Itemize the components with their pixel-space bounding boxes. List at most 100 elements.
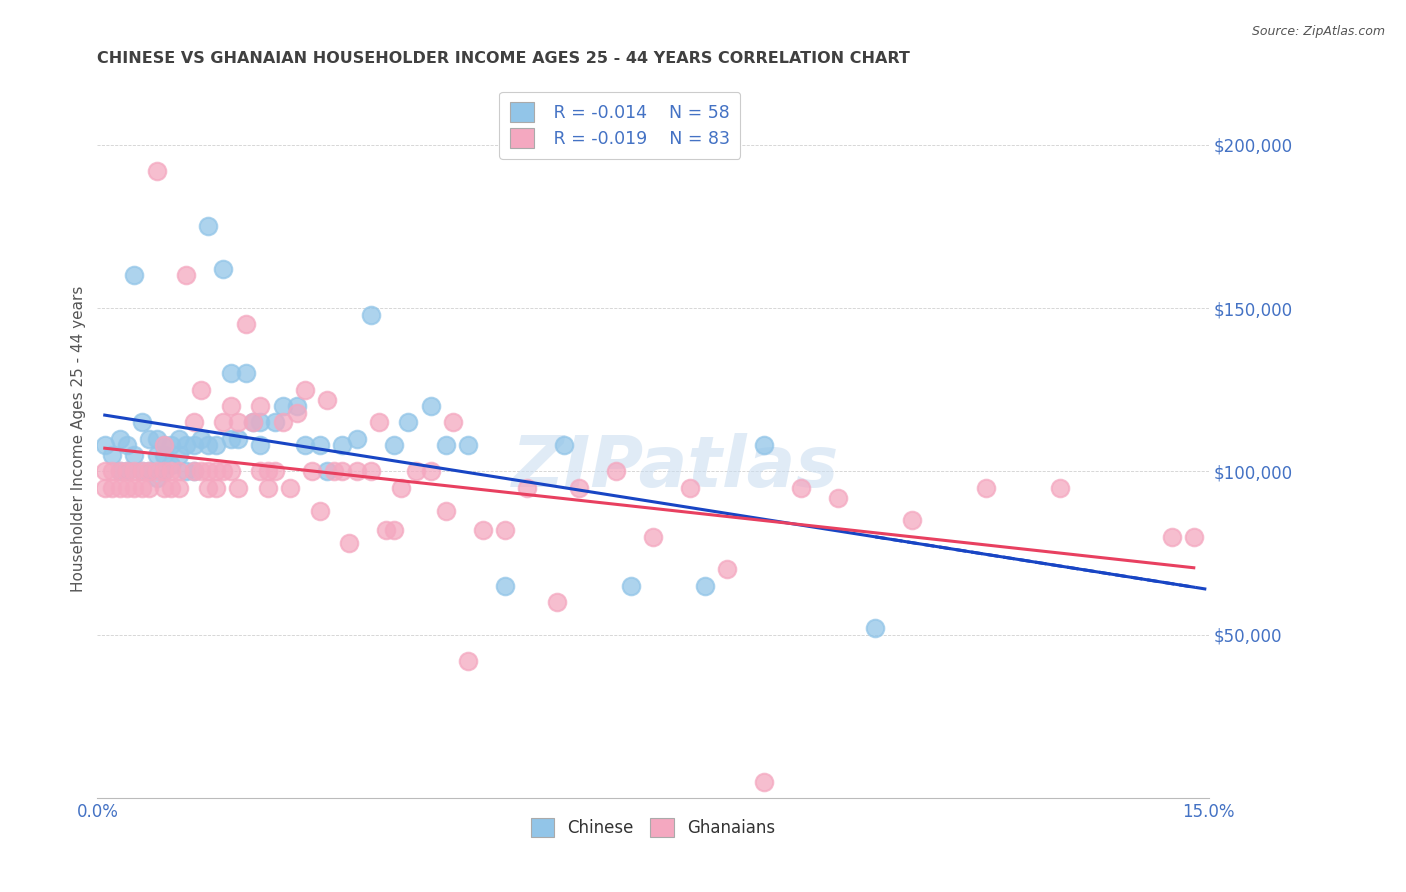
Point: [641, 530, 664, 544]
Point: [863, 621, 886, 635]
Point: [375, 523, 398, 537]
Point: [693, 579, 716, 593]
Point: [316, 392, 339, 407]
Point: [553, 438, 575, 452]
Point: [287, 399, 309, 413]
Point: [360, 464, 382, 478]
Point: [405, 464, 427, 478]
Point: [294, 438, 316, 452]
Point: [389, 481, 412, 495]
Point: [494, 579, 516, 593]
Point: [160, 481, 183, 495]
Point: [242, 416, 264, 430]
Point: [219, 399, 242, 413]
Point: [620, 579, 643, 593]
Point: [471, 523, 494, 537]
Point: [516, 481, 538, 495]
Point: [108, 432, 131, 446]
Point: [264, 464, 287, 478]
Point: [108, 464, 131, 478]
Point: [101, 464, 124, 478]
Point: [434, 438, 457, 452]
Point: [212, 261, 235, 276]
Point: [249, 416, 271, 430]
Point: [235, 318, 257, 332]
Point: [183, 438, 205, 452]
Point: [752, 438, 775, 452]
Point: [197, 438, 219, 452]
Point: [212, 416, 235, 430]
Point: [108, 481, 131, 495]
Point: [382, 523, 405, 537]
Point: [101, 448, 124, 462]
Point: [108, 464, 131, 478]
Point: [308, 503, 330, 517]
Point: [197, 481, 219, 495]
Point: [441, 416, 464, 430]
Point: [568, 481, 591, 495]
Point: [131, 481, 153, 495]
Point: [346, 432, 368, 446]
Text: CHINESE VS GHANAIAN HOUSEHOLDER INCOME AGES 25 - 44 YEARS CORRELATION CHART: CHINESE VS GHANAIAN HOUSEHOLDER INCOME A…: [97, 51, 910, 66]
Point: [901, 513, 924, 527]
Point: [249, 438, 271, 452]
Point: [197, 219, 219, 234]
Point: [1049, 481, 1071, 495]
Point: [205, 438, 228, 452]
Point: [716, 562, 738, 576]
Point: [115, 438, 138, 452]
Point: [330, 438, 353, 452]
Point: [790, 481, 813, 495]
Point: [190, 383, 212, 397]
Point: [160, 458, 183, 472]
Point: [115, 481, 138, 495]
Point: [1160, 530, 1182, 544]
Point: [153, 481, 176, 495]
Point: [124, 464, 146, 478]
Point: [160, 438, 183, 452]
Point: [138, 481, 160, 495]
Point: [827, 491, 849, 505]
Y-axis label: Householder Income Ages 25 - 44 years: Householder Income Ages 25 - 44 years: [72, 285, 86, 592]
Point: [131, 416, 153, 430]
Point: [219, 464, 242, 478]
Point: [145, 432, 167, 446]
Point: [174, 438, 197, 452]
Point: [605, 464, 627, 478]
Point: [360, 308, 382, 322]
Point: [101, 481, 124, 495]
Point: [167, 464, 190, 478]
Point: [183, 416, 205, 430]
Point: [256, 481, 278, 495]
Point: [167, 481, 190, 495]
Point: [183, 464, 205, 478]
Point: [398, 416, 420, 430]
Point: [287, 406, 309, 420]
Point: [308, 438, 330, 452]
Point: [197, 464, 219, 478]
Point: [115, 464, 138, 478]
Point: [153, 438, 176, 452]
Point: [94, 464, 117, 478]
Point: [323, 464, 346, 478]
Point: [167, 432, 190, 446]
Point: [145, 464, 167, 478]
Point: [330, 464, 353, 478]
Point: [316, 464, 339, 478]
Point: [174, 464, 197, 478]
Point: [160, 464, 183, 478]
Point: [419, 399, 441, 413]
Point: [145, 471, 167, 485]
Point: [249, 464, 271, 478]
Point: [138, 464, 160, 478]
Point: [205, 464, 228, 478]
Text: ZIPatlas: ZIPatlas: [512, 433, 839, 502]
Point: [124, 448, 146, 462]
Point: [153, 464, 176, 478]
Point: [242, 416, 264, 430]
Point: [976, 481, 998, 495]
Legend: Chinese, Ghanaians: Chinese, Ghanaians: [524, 811, 782, 844]
Point: [190, 432, 212, 446]
Point: [124, 268, 146, 283]
Point: [138, 464, 160, 478]
